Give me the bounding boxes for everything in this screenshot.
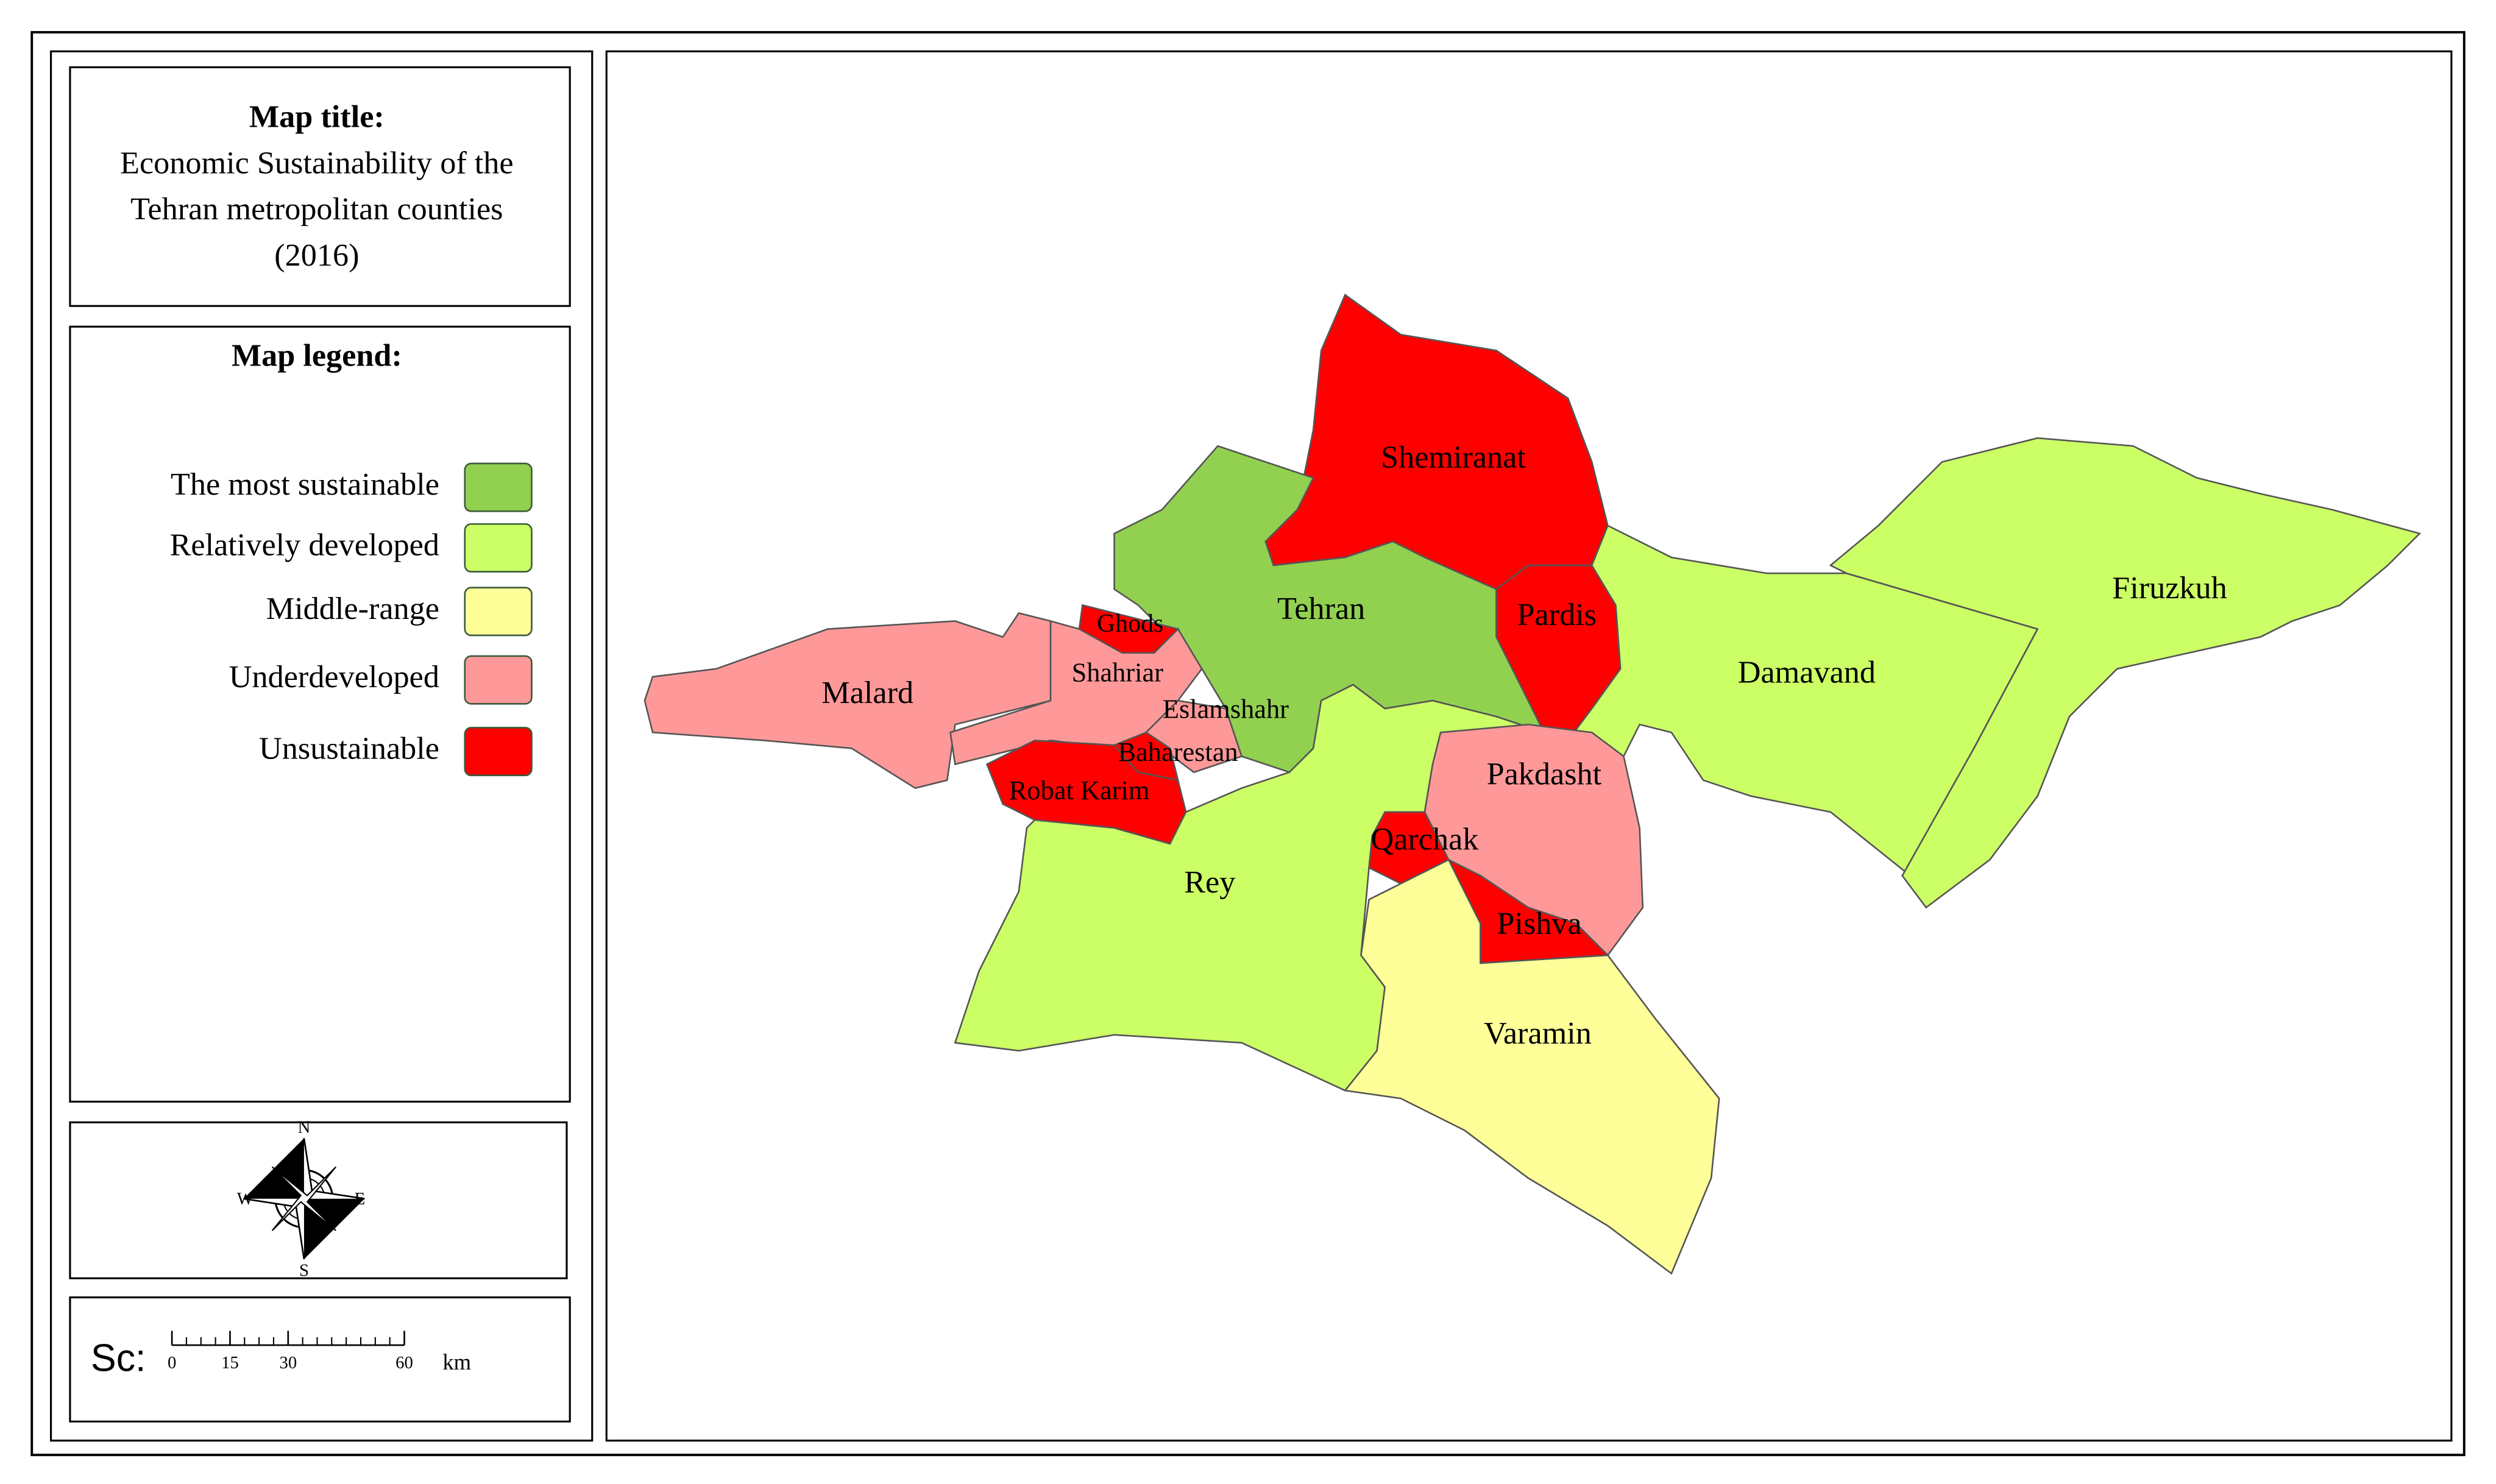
scale-box [69, 1296, 571, 1422]
county-label: Shahriar [1072, 657, 1164, 687]
map-frame [605, 50, 2453, 1442]
county-label: Firuzkuh [2112, 570, 2227, 606]
county [1078, 604, 1180, 654]
legend-heading: Map legend: [232, 337, 402, 373]
side-panel [50, 50, 594, 1442]
county-label: Ghods [1097, 610, 1163, 638]
counties [644, 293, 2422, 1275]
compass-letter: W [237, 1189, 254, 1209]
county-label: Shemiranat [1381, 440, 1526, 475]
county-label: Varamin [1484, 1016, 1592, 1051]
county [644, 612, 1052, 790]
county-label: Pishva [1497, 906, 1581, 941]
county-label: Tehran [1277, 591, 1365, 626]
legend-label: Relatively developed [170, 527, 439, 562]
title-line: Economic Sustainability of the [120, 145, 514, 180]
legend-label: Middle-range [266, 591, 439, 626]
legend-label: Underdeveloped [229, 659, 439, 694]
legend-swatch [464, 462, 533, 512]
compass-letter: N [298, 1117, 311, 1137]
county-label: Damavand [1738, 654, 1876, 690]
legend-swatch [464, 655, 533, 705]
county [1343, 858, 1720, 1275]
county-label: Eslamshahr [1163, 694, 1289, 724]
legend-swatch [464, 727, 533, 777]
compass-letter: S [299, 1260, 309, 1280]
county-label: Malard [821, 675, 913, 710]
legend-label: Unsustainable [259, 731, 439, 766]
county [1829, 437, 2422, 909]
legend-swatch [464, 587, 533, 637]
county-label: Pakdasht [1487, 756, 1602, 791]
county [1113, 731, 1179, 782]
county-label: Qarchak [1371, 822, 1480, 857]
scale-tick-label: 30 [279, 1353, 297, 1373]
compass-letter: E [355, 1189, 366, 1209]
scale-tick-label: 15 [221, 1353, 239, 1373]
title-box [69, 66, 571, 307]
scale-tick-label: 60 [395, 1353, 413, 1373]
county-label: Robat Karim [1009, 775, 1150, 805]
county-labels: Shemiranat Tehran Pardis Damavand Firuzkuh Ma… [821, 440, 2227, 1051]
county-label: Rey [1184, 864, 1235, 900]
legend-label: The most sustainable [171, 467, 439, 502]
title-line: Tehran metropolitan counties [130, 191, 503, 227]
scale-tick-label: 0 [168, 1353, 176, 1373]
scale-prefix: Sc: [91, 1337, 146, 1380]
legend-box [69, 325, 571, 1103]
compass-rose: N E S W [237, 1117, 365, 1280]
legend-swatch [464, 523, 533, 573]
county-label: Pardis [1517, 597, 1597, 632]
compass-box [69, 1121, 568, 1279]
scale-unit: km [442, 1349, 471, 1374]
title-line: (2016) [274, 238, 359, 273]
title-heading: Map title: [249, 99, 385, 135]
county-label: Baharestan [1118, 737, 1238, 767]
outer-frame [30, 30, 2466, 1457]
